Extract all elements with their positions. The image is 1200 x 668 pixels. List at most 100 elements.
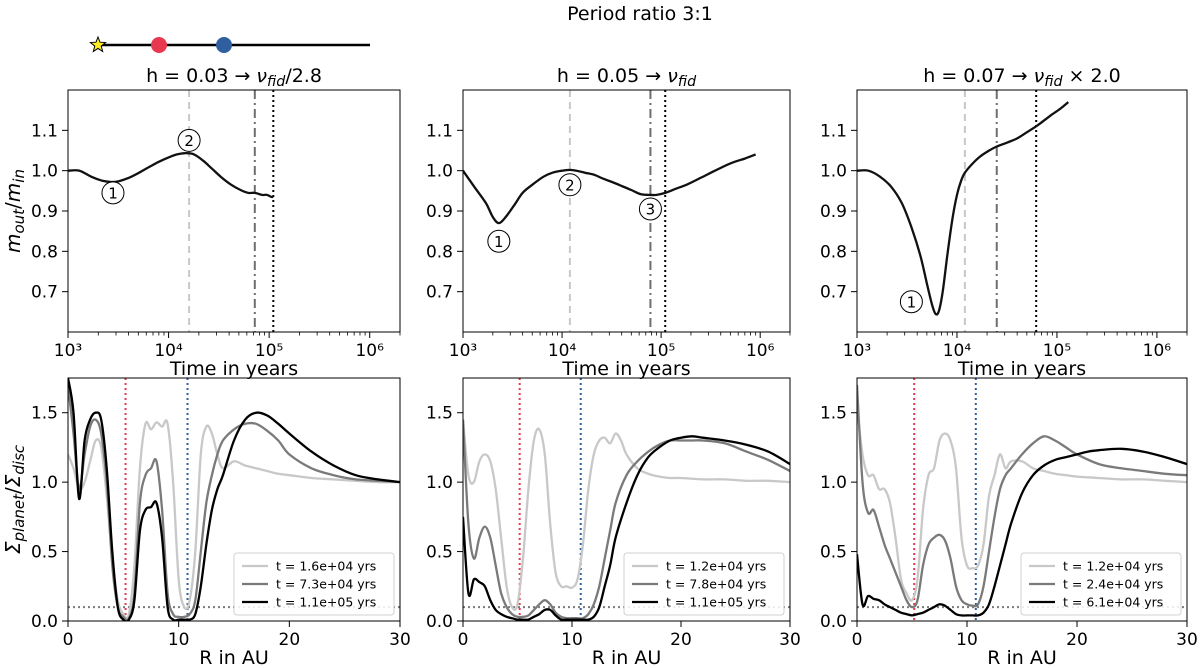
series-line-1: [857, 405, 1187, 602]
x-tick-label: 20: [279, 630, 301, 650]
legend-entry: t = 1.2e+04 yrs: [666, 559, 766, 574]
x-tick-label: 10³: [449, 341, 477, 361]
series-line-2: [68, 384, 400, 621]
annotation-label: 3: [646, 200, 656, 218]
axes-frame: [462, 377, 791, 622]
series-line-3: [857, 447, 1187, 617]
x-tick-label: 10: [168, 630, 190, 650]
legend-entry: t = 1.1e+05 yrs: [276, 595, 376, 610]
plot-area: [68, 378, 400, 621]
legend-box: [1020, 552, 1182, 616]
x-axis-label: R in AU: [592, 647, 662, 668]
axes-frame: [67, 89, 401, 333]
x-tick-label: 30: [779, 630, 801, 650]
y-tick-label: 1.1: [820, 121, 847, 141]
axes-frame: [856, 89, 1188, 333]
annotation-circle: [558, 173, 582, 197]
y-tick-label: 0.5: [426, 543, 453, 563]
axes-frame: [462, 89, 791, 333]
x-tick-label: 10⁶: [1143, 341, 1172, 361]
legend: t = 1.2e+04 yrs t = 7.8e+04 yrs t = 1.1e+0…: [623, 552, 785, 616]
figure-title: Period ratio 3:1: [567, 3, 713, 25]
y-tick-label: 0.9: [820, 202, 847, 222]
annotation-circle: [101, 181, 125, 205]
planet-schematic: [89, 35, 370, 53]
chart-panel-bottom-left: 0 10 20 30 0.0 0.5 1.0 1.5 R in AU Σplanet​/Σdisc…: [1, 377, 411, 668]
y-tick-label: 0.0: [31, 612, 58, 632]
y-tick-label: 0.7: [426, 283, 453, 303]
chart-panel-top-middle: 10³ 10⁴ 10⁵ 10⁶ 0.7 0.8 0.9 1.0 1.1 1 2 3 h = 0.05 →…: [426, 65, 791, 380]
legend-entry: t = 1.2e+04 yrs: [1063, 559, 1163, 574]
x-axis-label: Time in years: [169, 358, 298, 380]
y-tick-label: 0.9: [31, 202, 58, 222]
x-tick-label: 30: [1176, 630, 1198, 650]
x-tick-label: 10⁴: [548, 341, 577, 361]
y-tick-label: 1.5: [426, 404, 453, 424]
legend: t = 1.6e+04 yrs t = 7.3e+04 yrs t = 1.1e+0…: [233, 552, 395, 616]
y-tick-label: 0.7: [820, 283, 847, 303]
axes-frame: [856, 377, 1188, 622]
y-tick-label: 0.9: [426, 202, 453, 222]
annotation-label: 1: [108, 184, 118, 202]
y-tick-label: 1.0: [820, 473, 847, 493]
y-axis-label: mout​/min​: [1, 169, 28, 253]
y-tick-label: 0.8: [426, 242, 453, 262]
plot-area: [857, 90, 1070, 332]
legend-entry: t = 1.6e+04 yrs: [276, 559, 376, 574]
legend-box: [623, 552, 785, 616]
y-tick-label: 1.0: [31, 162, 58, 182]
y-tick-label: 1.5: [31, 404, 58, 424]
annotation-circle: [899, 290, 923, 314]
legend-entry: t = 7.3e+04 yrs: [276, 577, 376, 592]
axes-frame: [67, 377, 401, 622]
series-line-3: [68, 378, 400, 621]
annotation-circle: [177, 128, 201, 152]
chart-panel-top-left: 10³ 10⁴ 10⁵ 10⁶ 0.7 0.8 0.9 1.0 1.1 1 2 h = 0.03 → …: [1, 65, 401, 380]
x-tick-label: 20: [1066, 630, 1088, 650]
x-tick-label: 0: [63, 630, 74, 650]
x-tick-label: 10³: [54, 341, 82, 361]
legend-entry: t = 7.8e+04 yrs: [666, 577, 766, 592]
plot-area: [463, 378, 790, 621]
x-tick-label: 10³: [843, 341, 871, 361]
y-axis-label: Σplanet​/Σdisc​: [1, 444, 28, 554]
x-tick-label: 10⁴: [943, 341, 972, 361]
series-line-1: [68, 152, 274, 199]
y-tick-label: 0.8: [820, 242, 847, 262]
y-tick-label: 0.7: [31, 283, 58, 303]
y-tick-label: 1.0: [820, 162, 847, 182]
legend: t = 1.2e+04 yrs t = 2.4e+04 yrs t = 6.1e+0…: [1020, 552, 1182, 616]
annotation-label: 1: [494, 233, 504, 251]
x-tick-label: 10: [956, 630, 978, 650]
x-tick-label: 10⁶: [355, 341, 384, 361]
x-tick-label: 0: [852, 630, 863, 650]
series-line-2: [857, 384, 1187, 609]
x-axis-label: R in AU: [199, 647, 269, 668]
x-tick-label: 30: [389, 630, 411, 650]
y-tick-label: 0.8: [31, 242, 58, 262]
x-tick-label: 0: [458, 630, 469, 650]
x-tick-label: 10: [561, 630, 583, 650]
plot-area: [68, 90, 275, 332]
y-tick-label: 0.5: [31, 543, 58, 563]
series-line-3: [463, 435, 790, 621]
x-tick-label: 10⁵: [1043, 341, 1071, 361]
panel-title: h = 0.05 → νfid​: [557, 65, 697, 90]
annotation-label: 1: [907, 293, 917, 311]
x-tick-label: 20: [670, 630, 692, 650]
series-line-1: [463, 153, 757, 225]
series-line-1: [68, 419, 400, 620]
y-tick-label: 1.5: [820, 404, 847, 424]
outer-planet-icon: [216, 37, 232, 53]
x-axis-label: Time in years: [957, 358, 1086, 380]
annotation-circle: [638, 197, 662, 221]
x-axis-label: R in AU: [987, 647, 1057, 668]
series-line-1: [857, 101, 1070, 316]
plot-area: [463, 90, 757, 332]
chart-panel-bottom-right: 0 10 20 30 0.0 0.5 1.0 1.5 R in AU t = 1.2e+04 yr…: [820, 377, 1198, 668]
legend-entry: t = 2.4e+04 yrs: [1063, 577, 1163, 592]
chart-panel-top-right: 10³ 10⁴ 10⁵ 10⁶ 0.7 0.8 0.9 1.0 1.1 1 h = 0.07 → ν…: [820, 65, 1188, 380]
x-tick-label: 10⁵: [647, 341, 675, 361]
legend-entry: t = 1.1e+05 yrs: [666, 595, 766, 610]
